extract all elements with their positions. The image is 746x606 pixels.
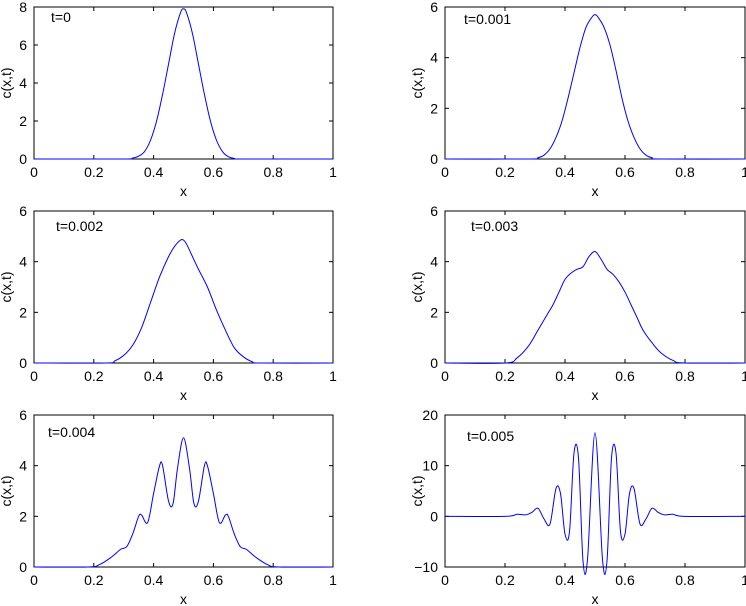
y-tick-label: 0	[19, 559, 27, 575]
x-tick-label: 0	[441, 164, 449, 180]
x-tick-label: 0.4	[555, 368, 575, 384]
x-tick-label: 0.8	[263, 572, 283, 588]
y-tick-label: 8	[19, 0, 27, 15]
x-tick-label: 1	[741, 572, 746, 588]
y-tick-label: 0	[19, 151, 27, 167]
x-tick-label: 0.8	[263, 164, 283, 180]
y-tick-label: 0	[19, 355, 27, 371]
x-tick-label: 0.2	[495, 164, 515, 180]
y-tick-label: 0	[430, 151, 438, 167]
x-tick-label: 0.2	[495, 368, 515, 384]
time-annotation: t=0	[51, 9, 71, 25]
y-tick-label: 4	[19, 254, 27, 270]
series-line	[33, 239, 334, 364]
x-tick-label: 0	[30, 164, 38, 180]
y-tick-label: 4	[19, 458, 27, 474]
y-tick-label: 10	[422, 458, 438, 474]
x-tick-label: 1	[329, 368, 337, 384]
y-axis-label: c(x,t)	[409, 67, 425, 98]
y-tick-label: 20	[422, 407, 438, 423]
y-tick-label: 2	[430, 100, 438, 116]
y-axis-label: c(x,t)	[0, 475, 14, 506]
series-line	[444, 14, 746, 160]
x-tick-label: 0	[30, 368, 38, 384]
y-tick-label: 6	[430, 203, 438, 219]
x-tick-label: 0.4	[555, 164, 575, 180]
x-tick-label: 0.6	[615, 572, 635, 588]
time-annotation: t=0.003	[471, 218, 518, 234]
x-tick-label: 1	[329, 164, 337, 180]
axes-frame	[444, 210, 746, 364]
x-tick-label: 0.2	[495, 572, 515, 588]
axes-frame	[33, 6, 334, 160]
subplot-3: 0 0.2 0.4 0.6 0.8 1 0 2 4 6 x c(x,t) t=0.002	[0, 203, 337, 403]
x-tick-label: 0.2	[84, 164, 104, 180]
axes-frame	[444, 6, 746, 160]
subplot-1: 0 0.2 0.4 0.6 0.8 1 0 2 4 6 8 x c(x,t) t=0	[0, 0, 337, 199]
series-line	[33, 8, 334, 160]
y-axis-label: c(x,t)	[409, 475, 425, 506]
y-tick-label: 6	[19, 37, 27, 53]
y-axis-label: c(x,t)	[0, 67, 14, 98]
y-tick-label: 2	[430, 304, 438, 320]
x-tick-label: 0.4	[144, 368, 164, 384]
y-tick-label: 2	[19, 113, 27, 129]
y-tick-label: 0	[430, 508, 438, 524]
x-tick-label: 1	[741, 164, 746, 180]
x-tick-label: 0	[30, 572, 38, 588]
time-annotation: t=0.001	[464, 11, 511, 27]
x-tick-label: 0.6	[204, 572, 224, 588]
y-tick-label: 4	[430, 50, 438, 66]
time-annotation: t=0.004	[48, 424, 95, 440]
y-tick-label: 2	[19, 508, 27, 524]
subplot-2: 0 0.2 0.4 0.6 0.8 1 0 2 4 6 x c(x,t) t=0.001	[409, 0, 746, 199]
x-tick-label: 0.2	[84, 572, 104, 588]
y-axis-label: c(x,t)	[0, 271, 14, 302]
x-axis-label: x	[592, 387, 599, 403]
y-tick-label: 4	[19, 75, 27, 91]
x-tick-label: 0.2	[84, 368, 104, 384]
x-tick-label: 0.8	[263, 368, 283, 384]
x-tick-label: 0.6	[615, 164, 635, 180]
x-tick-label: 1	[329, 572, 337, 588]
x-tick-label: 0	[441, 572, 449, 588]
axes-frame	[33, 414, 334, 568]
series-line	[444, 251, 746, 364]
x-tick-label: 0.8	[675, 572, 695, 588]
x-tick-label: 0.6	[615, 368, 635, 384]
y-tick-label: 6	[19, 203, 27, 219]
x-tick-label: 0.8	[675, 164, 695, 180]
x-axis-label: x	[180, 387, 187, 403]
x-tick-label: 0.4	[144, 572, 164, 588]
y-axis-label: c(x,t)	[409, 271, 425, 302]
x-axis-label: x	[592, 183, 599, 199]
subplot-5: 0 0.2 0.4 0.6 0.8 1 0 2 4 6 x c(x,t) t=0.004	[0, 407, 337, 606]
y-tick-label: 2	[19, 304, 27, 320]
x-tick-label: 0.8	[675, 368, 695, 384]
x-tick-label: 0.4	[144, 164, 164, 180]
x-axis-label: x	[180, 183, 187, 199]
x-tick-label: 0	[441, 368, 449, 384]
y-tick-label: −10	[414, 559, 438, 575]
time-annotation: t=0.005	[467, 428, 514, 444]
x-axis-label: x	[592, 591, 599, 606]
x-tick-label: 1	[741, 368, 746, 384]
series-line	[33, 437, 334, 568]
x-axis-label: x	[180, 591, 187, 606]
x-tick-label: 0.6	[204, 164, 224, 180]
y-tick-label: 0	[430, 355, 438, 371]
y-tick-label: 4	[430, 254, 438, 270]
x-tick-label: 0.4	[555, 572, 575, 588]
x-tick-label: 0.6	[204, 368, 224, 384]
series-line	[444, 432, 746, 576]
axes-frame	[444, 414, 746, 568]
time-annotation: t=0.002	[56, 218, 103, 234]
y-tick-label: 6	[19, 407, 27, 423]
y-tick-label: 6	[430, 0, 438, 15]
subplot-4: 0 0.2 0.4 0.6 0.8 1 0 2 4 6 x c(x,t) t=0.003	[409, 203, 746, 403]
axes-frame	[33, 210, 334, 364]
